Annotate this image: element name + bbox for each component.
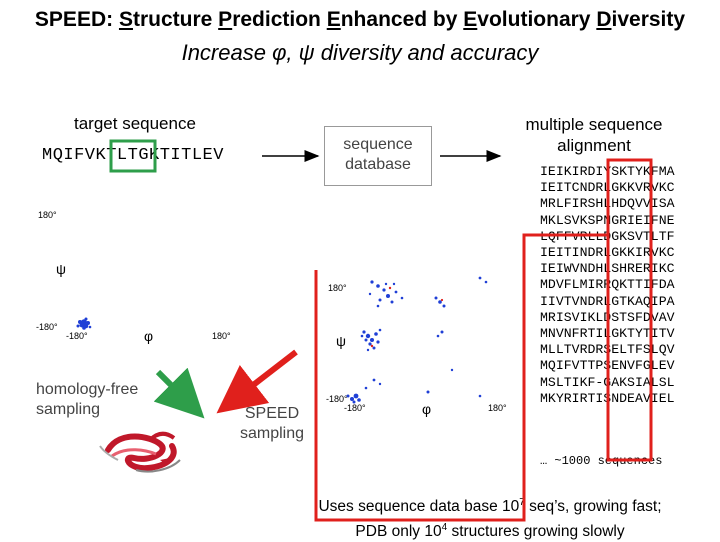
plot2-points (346, 276, 488, 404)
database-label-line2: database (345, 156, 411, 173)
plot2-x-max: 180° (488, 403, 507, 413)
page-title: SPEED: Structure Prediction Enhanced by … (34, 8, 686, 31)
plot1-points (76, 317, 92, 330)
target-sequence: MQIFVKTLTGKTITLEV (42, 146, 224, 165)
msa-label-line1: multiple sequence (525, 115, 663, 134)
plot2-x-min: -180° (344, 403, 366, 413)
homology-free-line2: sampling (36, 401, 101, 418)
plot1-y-max: 180° (38, 210, 57, 220)
plot1-y-axis-label: ψ (56, 261, 66, 277)
footer-line2: PDB only 104 structures growing slowly (355, 522, 625, 541)
plot2-red-points (370, 286, 444, 348)
protein-structure-icon (99, 431, 181, 473)
footer-line1: Uses sequence data base 107 seq’s, growi… (318, 497, 662, 516)
footer-note: Uses sequence data base 107 seq’s, growi… (260, 492, 720, 542)
plot2-y-axis-label: ψ (336, 333, 346, 349)
plot1-y-min: -180° (36, 322, 58, 332)
homology-free-label: homology-free sampling (36, 380, 138, 420)
plot1-x-min: -180° (66, 331, 88, 341)
green-arrow (153, 367, 205, 419)
plot2-x-axis-label: φ (422, 401, 431, 417)
sequence-database-box: sequence database (324, 126, 432, 186)
database-label-line1: sequence (343, 136, 413, 153)
subtitle: Increase φ, ψ diversity and accuracy (181, 40, 539, 65)
alignment-window-box (606, 158, 653, 462)
plot1-x-max: 180° (212, 331, 231, 341)
plot1-x-axis-label: φ (144, 328, 153, 344)
target-sequence-label: target sequence (74, 114, 196, 133)
msa-more-note: … ~1000 sequences (540, 454, 663, 468)
plot2-y-min: -180° (326, 394, 348, 404)
ramachandran-plot-2: 180° ψ -180° -180° φ 180° (326, 276, 507, 417)
target-window-box (109, 139, 157, 173)
plot2-y-max: 180° (328, 283, 347, 293)
homology-free-line1: homology-free (36, 381, 139, 398)
red-connector-line (314, 233, 608, 522)
ramachandran-plot-1: 180° ψ -180° -180° φ 180° (36, 210, 231, 344)
speed-sampling-line2: sampling (239, 425, 305, 442)
red-arrow (216, 349, 298, 414)
msa-label: multiple sequence alignment (510, 114, 678, 156)
msa-label-line2: alignment (557, 136, 631, 155)
